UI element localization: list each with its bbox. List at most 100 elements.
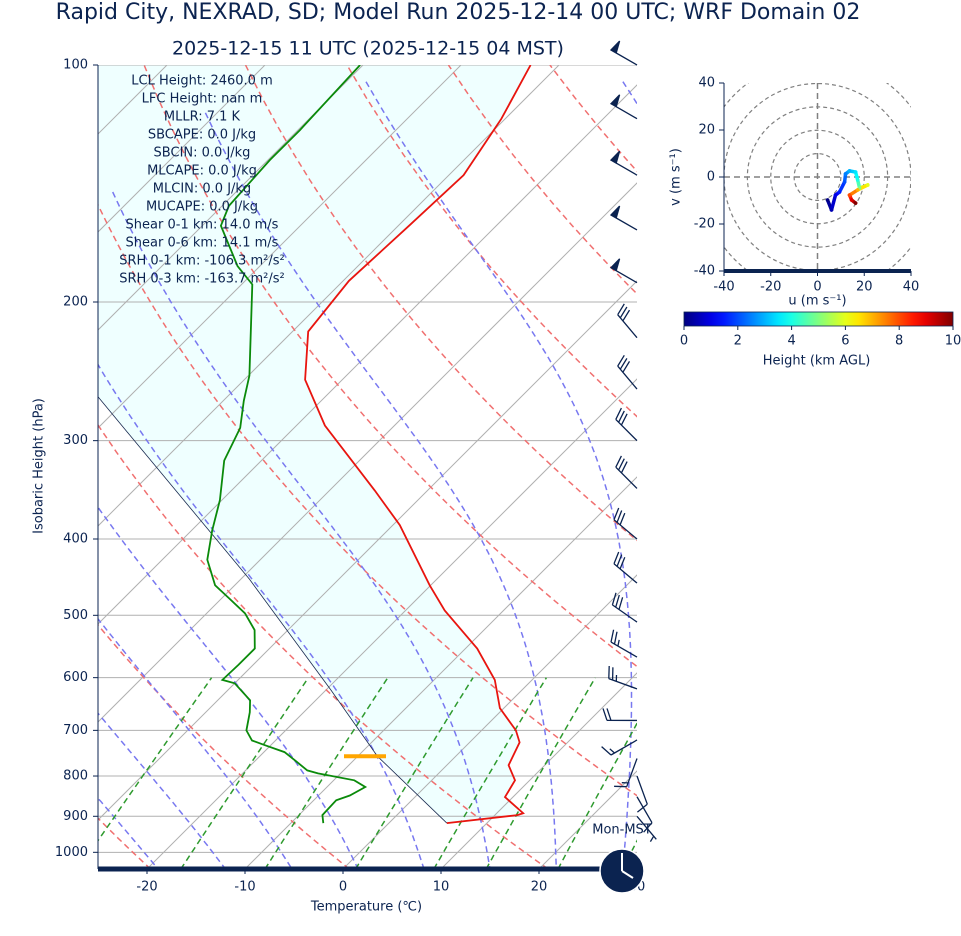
y-tick-label: 0 [707,170,715,185]
dry-adiabat [98,623,350,869]
hodograph-point [849,198,854,202]
wind-barb [608,665,638,690]
moist-adiabat [98,617,293,869]
parameter-text: SBCAPE: 0.0 J/kg [148,128,256,143]
wind-barb [609,40,638,66]
grid-line [146,378,637,869]
wind-barb [609,150,638,176]
y-tick-label: 20 [698,123,715,138]
dewpoint-line [206,65,368,824]
colorbar-tick-label: 8 [895,334,903,349]
hodograph-point [847,193,852,197]
hodograph-point [865,183,870,187]
x-tick-label: 0 [339,880,347,895]
wind-barb [611,592,638,623]
dry-adiabat [98,203,637,797]
moist-adiabat [98,505,359,869]
colorbar-tick-label: 2 [734,334,742,349]
parameter-text: Shear 0-6 km: 14.1 m/s [126,236,279,251]
hodograph-segment [837,180,847,194]
moist-adiabat [112,191,491,869]
moist-adiabat [98,363,425,869]
y-tick-label: 1000 [55,845,88,860]
hodograph-plot [724,83,911,271]
y-tick-label: 600 [63,670,88,685]
isotherm [98,280,637,821]
colorbar: 0 2 4 6 8 10 Height (km AGL) [680,311,961,369]
moist-adiabat [204,112,558,869]
mixing-line [98,677,213,842]
y-tick-label: 700 [63,723,88,738]
mixing-line [433,677,548,869]
cin-shading [98,65,531,824]
parameter-text: LCL Height: 2460.0 m [131,74,272,89]
dry-adiabat [651,65,961,869]
suptitle: Rapid City, NEXRAD, SD; Model Run 2025-1… [56,0,861,25]
x-tick-label: 0 [813,280,821,295]
parameter-text: SRH 0-3 km: -163.7 m²/s² [119,272,285,287]
x-tick-label: 40 [903,280,920,295]
hodograph-point [837,190,842,194]
x-tick-label: 20 [856,280,873,295]
background-lines [98,65,961,869]
parameter-text: SRH 0-1 km: -106.3 m²/s² [119,254,285,269]
y-tick-label: 400 [63,532,88,547]
temperature-line [304,65,532,824]
hodograph: -40 -20 0 20 40 -40 -20 0 20 40 u (m s⁻¹) v (m s⁻¹) [669,76,920,309]
x-axis-label: u (m s⁻¹) [788,294,846,309]
isotherm [98,84,637,625]
colorbar-tick-label: 4 [787,334,795,349]
wind-barb [601,739,638,756]
x-tick-label: 20 [531,880,548,895]
isotherm [98,65,462,429]
parameter-text: LFC Height: nan m [142,92,263,107]
grid-line [342,574,637,869]
mixing-line [264,677,389,869]
wind-barb [609,205,638,231]
mixing-line [485,677,596,869]
wind-barb [617,354,638,390]
wind-barb [613,551,638,584]
mixing-line [180,677,310,869]
hodograph-point [853,201,858,205]
dry-adiabat [854,65,961,869]
parameter-text: MLLR: 7.1 K [164,110,241,125]
moist-adiabat [98,797,159,869]
colorbar-gradient [683,311,954,327]
hodograph-point [825,198,830,202]
isotherm [98,65,266,233]
colorbar-tick-label: 0 [680,334,688,349]
parameters: LCL Height: 2460.0 m LFC Height: nan m MLL… [119,74,285,287]
dry-adiabat [447,65,637,295]
hodograph-point [855,178,860,182]
wind-barb [609,258,638,284]
wind-barb [602,708,638,722]
clock-icon [599,848,645,894]
x-tick-label: 10 [433,880,450,895]
grid-line [538,770,637,869]
wind-barb [636,796,653,833]
colorbar-tick-label: 10 [945,334,961,349]
isotherm [98,65,364,331]
timezone-label: Mon-MST [592,823,652,838]
dry-adiabat [143,65,637,668]
hodograph-point [842,180,847,184]
dry-adiabat [753,65,961,869]
wind-barb [636,815,657,842]
dry-adiabat [346,65,637,418]
wind-barb [636,775,648,813]
hodograph-point [853,170,858,174]
y-tick-label: 800 [63,769,88,784]
y-tick-label: -40 [694,264,715,279]
colorbar-tick-label: 6 [841,334,849,349]
y-tick-label: 200 [63,295,88,310]
wind-barbs [601,40,657,842]
profiles [98,65,532,824]
colorbar-label: Height (km AGL) [763,354,871,369]
parameter-text: MLCIN: 0.0 J/kg [153,182,251,197]
parcel-profile [98,396,448,824]
parameter-text: MLCAPE: 0.0 J/kg [147,164,257,179]
wind-barb [609,94,638,120]
grid-line [244,476,637,869]
